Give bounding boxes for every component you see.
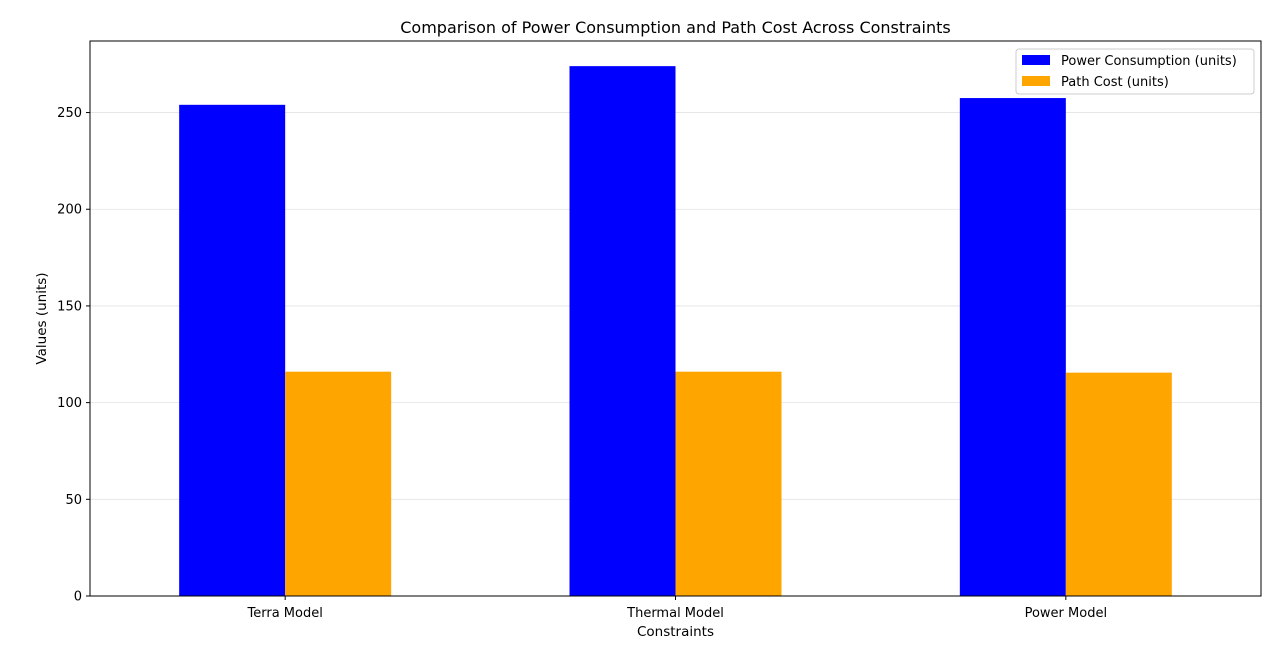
- bar: [285, 371, 392, 596]
- y-tick-label: 0: [74, 590, 82, 605]
- legend-swatch: [1022, 55, 1050, 65]
- y-tick-label: 100: [57, 396, 82, 411]
- legend-label: Power Consumption (units): [1061, 54, 1237, 69]
- bar: [959, 98, 1066, 597]
- y-axis-ticks: 0 50 100 150 200 250: [57, 106, 90, 605]
- legend: Power Consumption (units) Path Cost (unit…: [1015, 48, 1255, 95]
- x-axis-label: Constraints: [637, 624, 714, 640]
- x-axis-ticks: Terra Model Thermal Model Power Model: [247, 596, 1107, 621]
- legend-frame: [1015, 48, 1255, 95]
- legend-label: Path Cost (units): [1061, 75, 1169, 90]
- y-tick-label: 250: [57, 106, 82, 121]
- bar: [1065, 372, 1172, 596]
- bar: [569, 66, 676, 596]
- y-tick-label: 50: [65, 493, 82, 508]
- y-tick-label: 150: [57, 299, 82, 314]
- bar: [675, 371, 782, 596]
- bars: [179, 66, 1172, 597]
- y-axis-label: Values (units): [34, 272, 50, 364]
- x-tick-label: Terra Model: [247, 606, 323, 621]
- y-tick-label: 200: [57, 203, 82, 218]
- x-tick-label: Power Model: [1025, 606, 1107, 621]
- chart-title: Comparison of Power Consumption and Path…: [400, 18, 951, 37]
- x-tick-label: Thermal Model: [626, 606, 724, 621]
- bar: [179, 104, 286, 596]
- legend-swatch: [1022, 76, 1050, 86]
